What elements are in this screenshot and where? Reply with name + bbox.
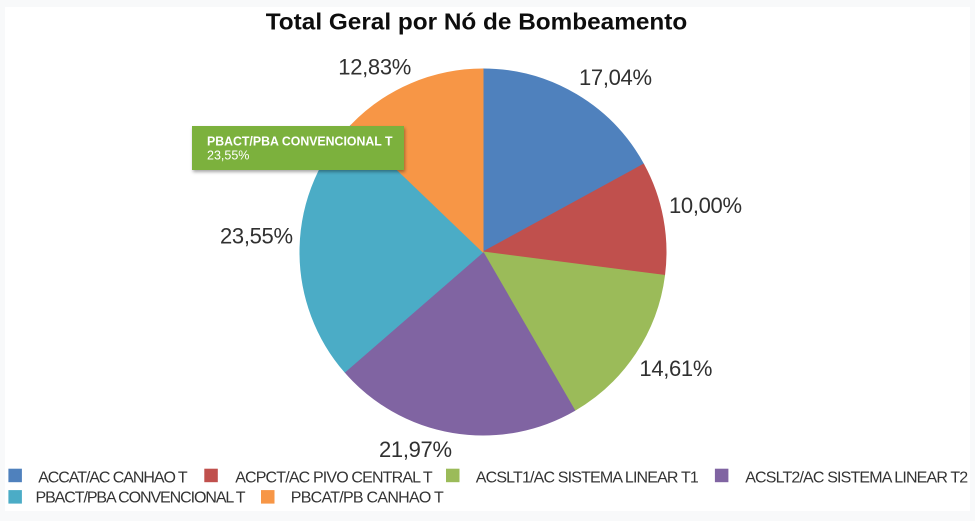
svg-text:PBACT/PBA CONVENCIONAL T: PBACT/PBA CONVENCIONAL T: [207, 134, 393, 148]
svg-text:14,61%: 14,61%: [639, 356, 712, 381]
svg-text:10,00%: 10,00%: [669, 193, 742, 218]
svg-text:ACCAT/AC CANHAO T: ACCAT/AC CANHAO T: [38, 469, 188, 486]
svg-text:ACSLT2/AC SISTEMA LINEAR T2: ACSLT2/AC SISTEMA LINEAR T2: [745, 469, 968, 486]
svg-text:PBACT/PBA CONVENCIONAL T: PBACT/PBA CONVENCIONAL T: [36, 490, 246, 507]
svg-text:ACPCT/AC PIVO CENTRAL T: ACPCT/AC PIVO CENTRAL T: [235, 469, 433, 486]
svg-text:ACSLT1/AC SISTEMA LINEAR T1: ACSLT1/AC SISTEMA LINEAR T1: [476, 469, 699, 486]
svg-text:23,55%: 23,55%: [207, 148, 249, 162]
svg-text:17,04%: 17,04%: [579, 65, 652, 90]
svg-text:PBCAT/PB CANHAO T: PBCAT/PB CANHAO T: [291, 490, 444, 507]
svg-text:12,83%: 12,83%: [338, 55, 411, 80]
svg-text:21,97%: 21,97%: [379, 437, 452, 462]
svg-text:23,55%: 23,55%: [220, 223, 293, 248]
svg-text:Total Geral por Nó de Bombeame: Total Geral por Nó de Bombeamento: [266, 9, 688, 35]
